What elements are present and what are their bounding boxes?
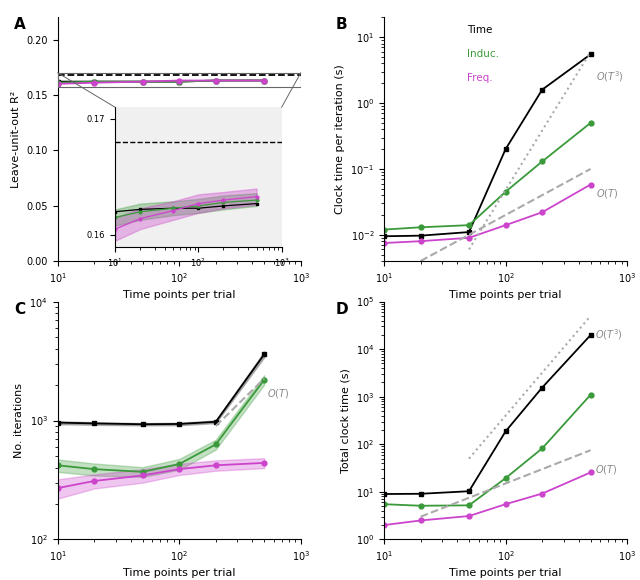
Y-axis label: No. iterations: No. iterations	[14, 383, 24, 458]
Text: Freq.: Freq.	[467, 74, 492, 84]
Text: A: A	[14, 17, 26, 32]
X-axis label: Time points per trial: Time points per trial	[123, 290, 236, 300]
Text: $O(T^3)$: $O(T^3)$	[596, 70, 623, 84]
X-axis label: Time points per trial: Time points per trial	[123, 568, 236, 578]
Y-axis label: Clock time per iteration (s): Clock time per iteration (s)	[335, 64, 345, 214]
Text: $O(T)$: $O(T)$	[596, 187, 618, 200]
X-axis label: Time points per trial: Time points per trial	[449, 568, 562, 578]
Y-axis label: Leave-unit-out R²: Leave-unit-out R²	[11, 90, 21, 188]
Text: C: C	[14, 302, 25, 317]
Text: $O(T)$: $O(T)$	[595, 463, 617, 476]
Text: Time: Time	[467, 25, 492, 35]
Text: $O(T)$: $O(T)$	[268, 387, 290, 400]
Text: $O(T^3)$: $O(T^3)$	[595, 328, 623, 342]
Bar	[58, 72, 301, 87]
X-axis label: Time points per trial: Time points per trial	[449, 290, 562, 300]
Y-axis label: Total clock time (s): Total clock time (s)	[340, 368, 350, 473]
Text: B: B	[335, 17, 347, 32]
Text: D: D	[335, 302, 348, 317]
Text: Induc.: Induc.	[467, 49, 499, 59]
